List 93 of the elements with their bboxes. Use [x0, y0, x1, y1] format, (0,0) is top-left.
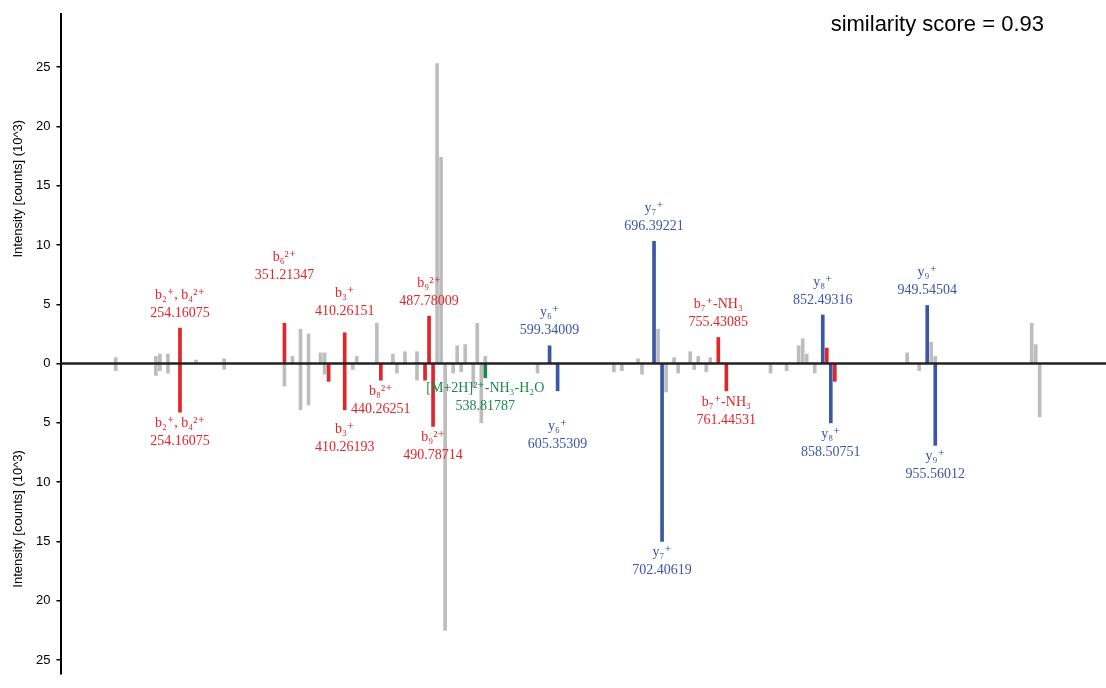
bar — [925, 305, 930, 364]
y-tick-label: 10 — [35, 473, 51, 489]
bar — [178, 327, 182, 364]
bar — [652, 241, 656, 364]
bar — [483, 356, 488, 364]
annotation: y₉⁺ 949.54504 — [897, 264, 957, 298]
bar — [664, 363, 668, 393]
y-tick-label: 20 — [35, 592, 51, 608]
bar — [812, 363, 817, 374]
bar — [222, 363, 226, 370]
bar — [379, 363, 383, 381]
bar — [660, 363, 664, 542]
bar — [676, 363, 680, 374]
bar — [403, 351, 407, 364]
annotation: similarity score = 0.93 — [830, 11, 1044, 37]
bar — [696, 356, 701, 364]
bar — [483, 363, 488, 379]
y-tick-label: 5 — [43, 414, 51, 430]
annotation: y₈⁺ 858.50751 — [801, 425, 861, 459]
annotation: y₇⁺ 696.39221 — [624, 200, 684, 234]
y-tick-label: 15 — [35, 177, 51, 193]
bar — [612, 363, 616, 373]
annotation: b₈²⁺ 440.26251 — [351, 382, 411, 416]
bar — [158, 353, 162, 364]
bar — [636, 358, 640, 364]
annotation: b₂⁺, b₄²⁺ 254.16075 — [150, 286, 210, 320]
annotation: y₈⁺ 852.49316 — [793, 273, 853, 307]
annotation: y₆⁺ 605.35309 — [527, 417, 588, 451]
annotation: b₇⁺-NH₃ 761.44531 — [696, 393, 757, 427]
bar — [113, 363, 118, 372]
y-tick-label: 10 — [35, 236, 51, 252]
bar — [154, 363, 158, 376]
bar — [716, 337, 721, 364]
bar — [620, 363, 624, 372]
bar — [395, 363, 399, 374]
bar — [459, 363, 464, 373]
bar — [475, 322, 480, 364]
y-tick-label: 5 — [43, 295, 51, 311]
bar — [158, 363, 162, 372]
annotation: b₃⁺ 410.26193 — [314, 421, 375, 455]
y-axis-title: Intensity [counts] (10^3) — [9, 119, 25, 258]
annotation: b₇⁺-NH₃ 755.43085 — [688, 296, 749, 330]
annotation: b₉²⁺ 487.78009 — [399, 274, 459, 308]
bar — [354, 356, 359, 364]
annotation: b₆²⁺ 351.21347 — [254, 248, 315, 282]
y-tick-label: 25 — [35, 651, 51, 667]
bar — [154, 356, 158, 364]
bar — [455, 345, 460, 364]
bar — [692, 363, 697, 370]
bar — [375, 322, 379, 364]
bar — [640, 363, 644, 375]
annotation: y₇⁺ 702.40619 — [632, 544, 692, 578]
bar — [800, 338, 805, 364]
bar — [656, 328, 660, 364]
bar — [832, 363, 837, 382]
bar — [820, 314, 825, 364]
annotation: y₉⁺ 955.56012 — [905, 448, 966, 482]
y-tick-label: 15 — [35, 532, 51, 548]
bar — [166, 353, 170, 364]
bar — [672, 357, 676, 364]
bar — [178, 363, 182, 413]
bar — [708, 357, 713, 364]
bar — [391, 353, 395, 364]
annotation: b₃⁺ 410.26151 — [314, 285, 375, 319]
bar — [828, 363, 833, 424]
bar — [933, 363, 938, 446]
y-tick-label: 20 — [35, 118, 51, 134]
bar — [1037, 363, 1042, 418]
bar — [342, 332, 347, 364]
bar — [350, 363, 355, 370]
bar — [113, 357, 118, 364]
text: Intensity [counts] (10^3) — [9, 450, 25, 588]
bar — [415, 363, 419, 381]
bar — [688, 351, 693, 364]
y-tick-label: 25 — [35, 58, 51, 74]
bar — [917, 363, 922, 372]
bar — [929, 341, 934, 364]
bar — [463, 344, 468, 364]
bar — [905, 352, 909, 364]
bar — [451, 363, 455, 374]
bar — [1029, 322, 1034, 364]
bar — [222, 358, 226, 364]
bar — [415, 351, 419, 364]
annotation: b₂⁺, b₄²⁺ 254.16075 — [150, 414, 210, 448]
y-tick-label: 0 — [43, 355, 51, 371]
annotation: b₉²⁺ 490.78714 — [403, 429, 463, 463]
bar — [423, 363, 427, 381]
bar — [342, 363, 347, 411]
bar — [704, 363, 709, 373]
annotation: y₆⁺ 599.34009 — [519, 304, 580, 338]
bar — [427, 315, 431, 364]
bar — [166, 363, 170, 374]
bar — [824, 347, 829, 364]
